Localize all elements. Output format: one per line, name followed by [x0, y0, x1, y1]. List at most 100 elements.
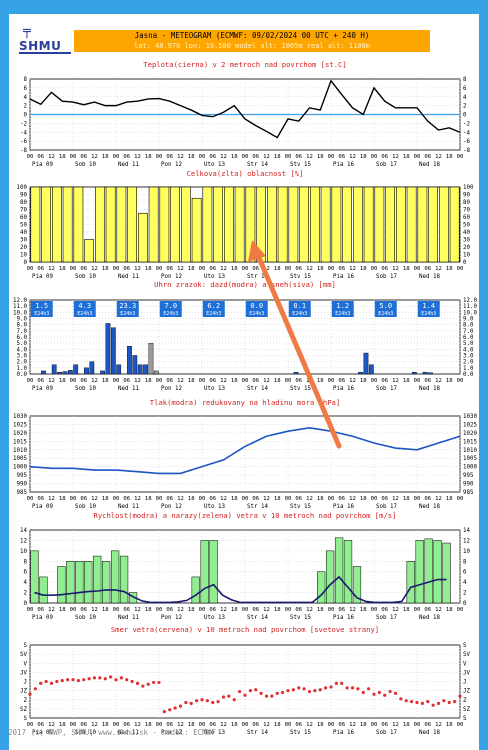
hour-tick-label: 12 — [220, 266, 227, 272]
gust-bar — [200, 540, 209, 604]
hour-tick-label: 12 — [220, 607, 227, 613]
plot-frame-pressure — [29, 415, 461, 493]
panel-pressure: Tlak(modra) redukovany na hladinu mora [… — [13, 398, 477, 510]
rain-bar — [137, 364, 143, 375]
day-tick-label: Pia 09 — [32, 504, 53, 510]
hour-tick-label: 12 — [435, 266, 442, 272]
hour-tick-label: 12 — [392, 722, 399, 728]
rain-bar — [358, 371, 363, 375]
hour-tick-label: 18 — [231, 154, 238, 160]
daily-total-value: 4.3 — [78, 302, 91, 310]
ytick-right-label: 985 — [463, 490, 474, 496]
direction-point — [76, 678, 80, 683]
hour-tick-label: 06 — [295, 266, 302, 272]
hour-tick-label: 18 — [446, 154, 453, 160]
rain-bar — [89, 361, 95, 375]
hour-tick-label: 12 — [263, 607, 270, 613]
direction-point — [135, 681, 140, 685]
direction-point — [426, 699, 430, 704]
hour-tick-label: 00 — [70, 722, 77, 728]
ytick-left-label: 80 — [20, 200, 27, 206]
header-title: Jasna - METEOGRAM (ECMWF: 09/02/2024 00 … — [134, 31, 370, 40]
direction-point — [281, 690, 285, 695]
ytick-left-label: 10.0 — [13, 310, 27, 316]
hour-tick-label: 00 — [70, 378, 77, 384]
gust-bar — [30, 550, 39, 604]
day-tick-label: Pia 09 — [32, 162, 53, 168]
gust-bar — [209, 540, 218, 604]
cloud-bar — [181, 186, 191, 263]
hour-tick-label: 00 — [371, 496, 378, 502]
hour-tick-label: 06 — [166, 607, 173, 613]
hour-tick-label: 18 — [317, 266, 324, 272]
day-tick-label: Stv 15 — [290, 504, 311, 510]
gust-bar — [191, 576, 200, 604]
hour-tick-label: 06 — [209, 378, 216, 384]
cloud-bar — [428, 186, 438, 263]
cloud-bar — [299, 186, 309, 263]
hour-tick-label: 00 — [70, 154, 77, 160]
direction-point — [66, 678, 70, 682]
ytick-left-label: 1.0 — [17, 366, 28, 372]
cloud-bar — [363, 186, 374, 263]
ytick-right-label: 6.0 — [463, 335, 474, 341]
hour-tick-label: 18 — [145, 266, 152, 272]
hour-tick-label: 06 — [209, 266, 216, 272]
direction-point — [221, 695, 226, 699]
hour-tick-label: 18 — [274, 378, 281, 384]
ytick-left-label: 9.0 — [17, 317, 28, 323]
direction-point — [431, 703, 435, 707]
hour-tick-label: 18 — [446, 607, 453, 613]
panel-wind: Rychlost(modra) a narazy(zelena) vetra v… — [20, 511, 470, 621]
ytick-left-label: 0 — [24, 601, 28, 607]
hour-tick-label: 00 — [457, 607, 464, 613]
direction-point — [60, 678, 64, 683]
hour-tick-label: 12 — [392, 154, 399, 160]
ytick-right-label: JZ — [463, 689, 470, 695]
direction-point — [388, 689, 392, 694]
direction-point — [238, 689, 242, 694]
hour-tick-label: 00 — [457, 154, 464, 160]
ytick-left-label: 4.0 — [17, 347, 28, 353]
ytick-right-label: 0 — [463, 113, 467, 119]
day-tick-label: Pia 16 — [333, 615, 354, 621]
hour-tick-label: 00 — [414, 266, 421, 272]
hour-tick-label: 12 — [349, 378, 356, 384]
cloud-bar — [170, 186, 181, 263]
hour-tick-label: 00 — [457, 722, 464, 728]
hour-tick-label: 12 — [263, 154, 270, 160]
ytick-right-label: SV — [463, 652, 470, 658]
cloud-bar — [256, 186, 266, 263]
hour-tick-label: 06 — [252, 722, 259, 728]
daily-total-value: 1.5 — [35, 302, 48, 310]
rain-bar — [105, 323, 111, 375]
daily-total-label: E24h3 — [77, 311, 92, 317]
gust-bar — [415, 540, 424, 604]
direction-point — [302, 687, 306, 691]
shmu-logo[interactable]: ╤ SHMU — [19, 24, 71, 58]
ytick-left-label: 12 — [20, 538, 27, 544]
daily-total-box — [417, 301, 440, 317]
ytick-right-label: 1030 — [463, 414, 477, 420]
direction-point — [168, 708, 172, 712]
ytick-left-label: 2.0 — [17, 360, 28, 366]
direction-point — [442, 699, 446, 703]
hour-tick-label: 12 — [177, 722, 184, 728]
direction-point — [33, 687, 37, 691]
hour-tick-label: 06 — [80, 266, 87, 272]
hour-tick-label: 00 — [70, 607, 77, 613]
hour-tick-label: 06 — [424, 496, 431, 502]
hour-tick-label: 12 — [263, 496, 270, 502]
hour-tick-label: 18 — [188, 378, 195, 384]
hour-tick-label: 00 — [27, 154, 34, 160]
pressure-line — [29, 427, 461, 475]
direction-point — [195, 699, 199, 703]
cloud-bar — [374, 186, 385, 263]
daily-total-value: 1.4 — [422, 302, 435, 310]
hour-tick-label: 06 — [166, 496, 173, 502]
hour-tick-label: 06 — [166, 266, 173, 272]
daily-total-label: E24h3 — [120, 311, 135, 317]
direction-point — [184, 700, 188, 705]
hour-tick-label: 18 — [231, 607, 238, 613]
hour-tick-label: 06 — [338, 496, 345, 502]
